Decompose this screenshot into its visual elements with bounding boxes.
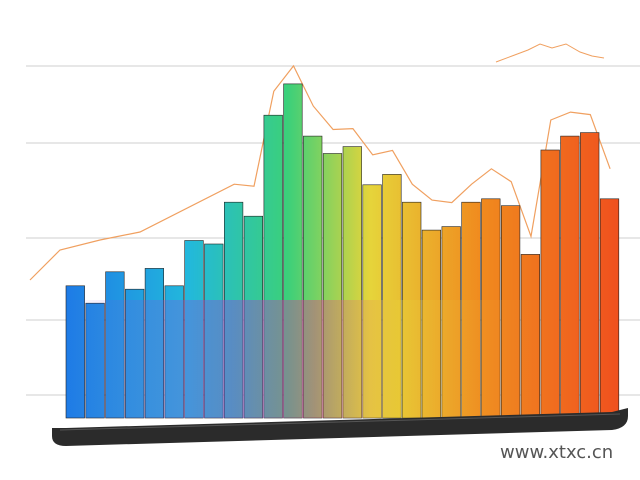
glow-overlay <box>66 300 620 418</box>
chart-base <box>52 408 628 446</box>
bars-group <box>65 83 620 419</box>
watermark-text: www.xtxc.cn <box>500 442 613 463</box>
base-highlight <box>59 413 621 431</box>
trend-polyline <box>29 64 611 281</box>
trend-line <box>29 43 611 281</box>
trend-sparkline <box>495 43 605 63</box>
